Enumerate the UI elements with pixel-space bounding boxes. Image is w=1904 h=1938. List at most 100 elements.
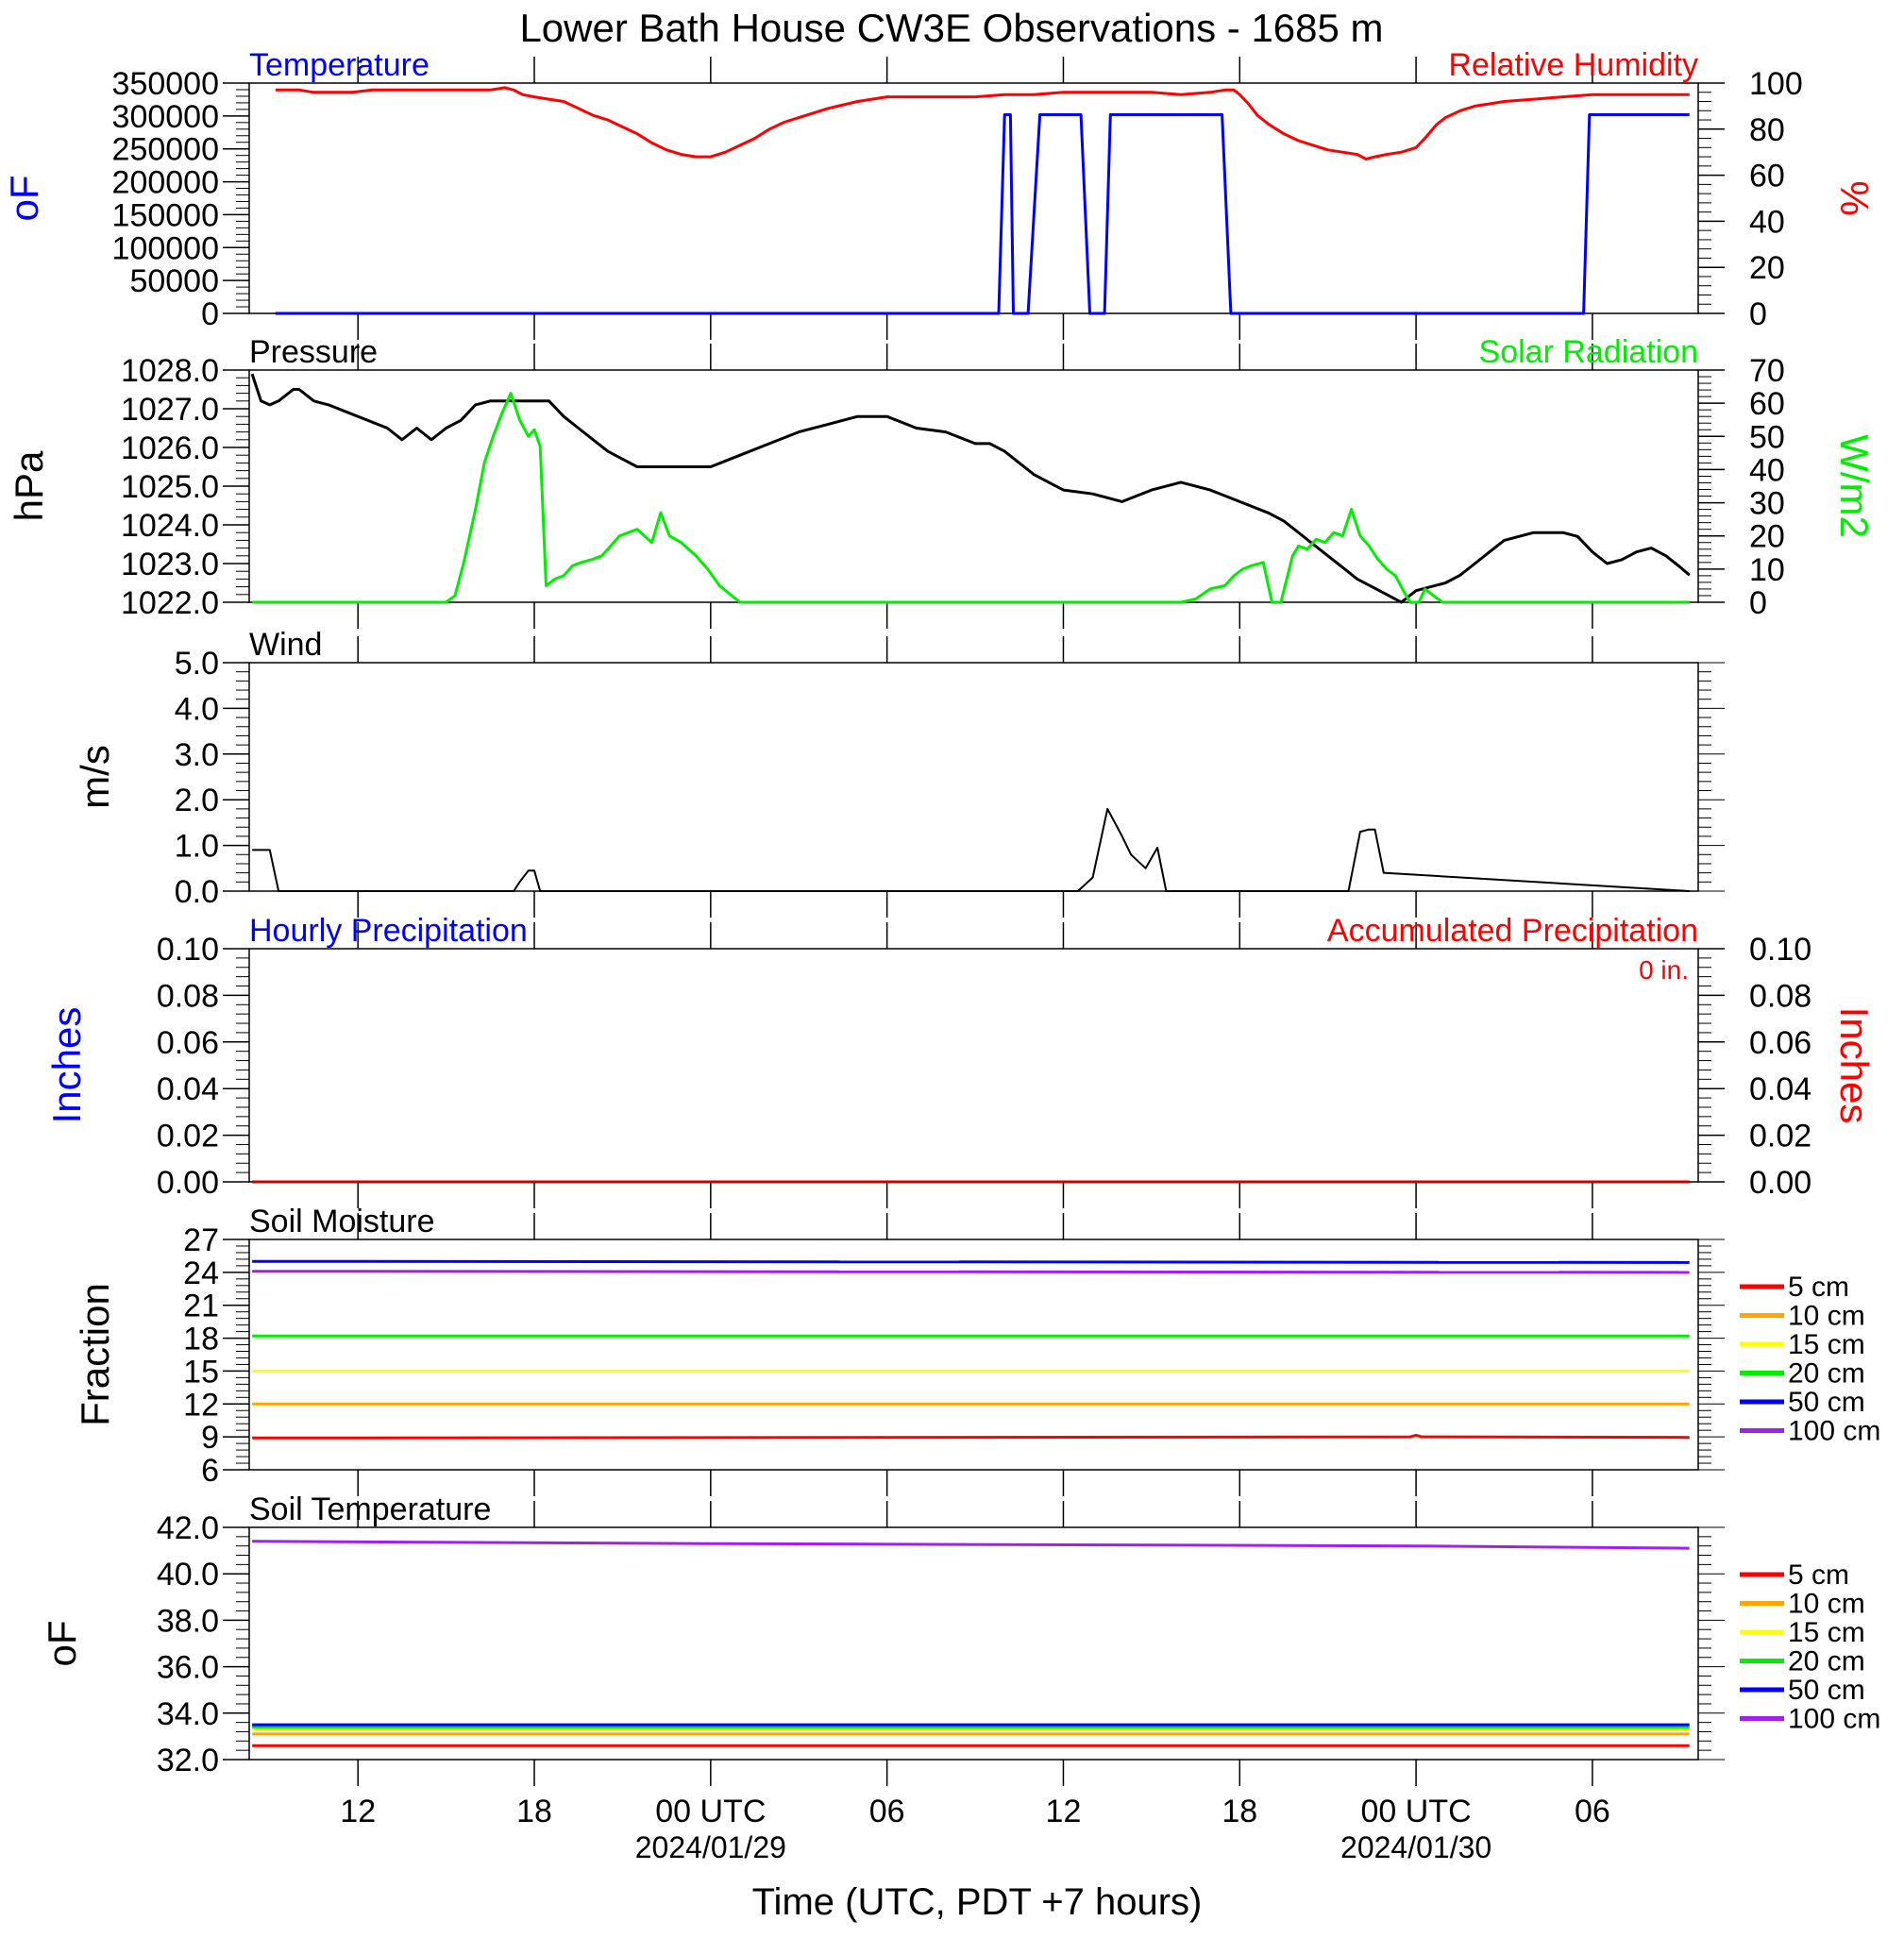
y-axis-label: oF bbox=[40, 1620, 84, 1666]
y-tick-label: 250000 bbox=[112, 132, 219, 168]
y-tick-label: 0 bbox=[201, 296, 219, 332]
y2-tick-label: 0.08 bbox=[1749, 978, 1811, 1014]
panel-title-right: Relative Humidity bbox=[1448, 47, 1698, 83]
x-axis-title: Time (UTC, PDT +7 hours) bbox=[752, 1881, 1203, 1923]
y-tick-label: 1.0 bbox=[175, 829, 219, 865]
legend-label: 15 cm bbox=[1788, 1329, 1865, 1360]
y-tick-label: 38.0 bbox=[157, 1603, 219, 1639]
y2-tick-label: 0 bbox=[1749, 296, 1767, 332]
y-axis-label: Fraction bbox=[73, 1283, 117, 1426]
y2-axis-label: Inches bbox=[1832, 1007, 1877, 1124]
y2-tick-label: 40 bbox=[1749, 452, 1785, 488]
x-tick-label: 12 bbox=[340, 1794, 376, 1829]
y-tick-label: 4.0 bbox=[175, 691, 219, 727]
y2-tick-label: 60 bbox=[1749, 386, 1785, 422]
y-axis-label: Inches bbox=[44, 1007, 89, 1124]
y2-tick-label: 50 bbox=[1749, 419, 1785, 455]
panel-title-left: Hourly Precipitation bbox=[249, 913, 528, 949]
y-tick-label: 12 bbox=[183, 1387, 219, 1423]
y-tick-label: 40.0 bbox=[157, 1557, 219, 1593]
y-tick-label: 300000 bbox=[112, 99, 219, 135]
y-tick-label: 0.00 bbox=[157, 1165, 219, 1201]
plot-frame bbox=[248, 82, 1699, 314]
plot-frame bbox=[248, 948, 1699, 1183]
series-line-left bbox=[252, 807, 1690, 892]
y-tick-label: 200000 bbox=[112, 165, 219, 201]
series-line-50cm bbox=[252, 1259, 1690, 1264]
panel-soil-temperature: 32.0 34.0 36.0 38.0 40.0 42.0 Soil Temperature… bbox=[40, 1491, 1880, 1786]
plot-frame bbox=[248, 1239, 1699, 1471]
y-tick-label: 6 bbox=[201, 1453, 219, 1489]
panel-title-left: Soil Moisture bbox=[249, 1204, 435, 1239]
y-tick-label: 15 bbox=[183, 1354, 219, 1390]
y2-tick-label: 30 bbox=[1749, 486, 1785, 522]
panel-title-left: Pressure bbox=[249, 334, 378, 370]
y-tick-label: 1023.0 bbox=[121, 547, 219, 582]
panel-temperature-humidity: 0500001000001500002000002500003000003500… bbox=[2, 47, 1877, 340]
panel-title-left: Soil Temperature bbox=[249, 1491, 491, 1527]
y-tick-label: 24 bbox=[183, 1255, 219, 1291]
x-tick-label: 18 bbox=[1222, 1794, 1257, 1829]
legend-label: 5 cm bbox=[1788, 1559, 1849, 1591]
y2-tick-label: 0.10 bbox=[1749, 932, 1811, 968]
y-tick-label: 0.10 bbox=[157, 932, 219, 968]
y-tick-label: 0.02 bbox=[157, 1119, 219, 1154]
panel-title-left: Temperature bbox=[249, 47, 430, 83]
panel-title-right: Accumulated Precipitation bbox=[1327, 913, 1698, 949]
legend-label: 100 cm bbox=[1788, 1704, 1880, 1735]
y2-tick-label: 70 bbox=[1749, 353, 1785, 389]
panels: 0500001000001500002000002500003000003500… bbox=[2, 47, 1880, 1786]
x-tick-label: 12 bbox=[1046, 1794, 1082, 1829]
y-tick-label: 18 bbox=[183, 1322, 219, 1357]
y-axis-label: m/s bbox=[73, 745, 117, 809]
y2-tick-label: 0.04 bbox=[1749, 1071, 1811, 1107]
x-tick-date: 2024/01/30 bbox=[1340, 1830, 1491, 1864]
legend-label: 5 cm bbox=[1788, 1272, 1849, 1303]
legend-label: 20 cm bbox=[1788, 1646, 1865, 1677]
y-tick-label: 1026.0 bbox=[121, 430, 219, 466]
x-tick-label: 06 bbox=[1575, 1794, 1610, 1829]
y-tick-label: 42.0 bbox=[157, 1510, 219, 1546]
plot-frame bbox=[248, 369, 1699, 603]
y-tick-label: 1028.0 bbox=[121, 353, 219, 389]
series-line-right bbox=[276, 86, 1690, 160]
y-tick-label: 34.0 bbox=[157, 1696, 219, 1732]
plot-frame bbox=[248, 1526, 1699, 1761]
y-tick-label: 350000 bbox=[112, 66, 219, 102]
panel-title-right: Solar Radiation bbox=[1479, 334, 1698, 370]
series-line-right bbox=[252, 392, 1690, 604]
y-tick-label: 0.04 bbox=[157, 1071, 219, 1107]
y2-axis-label: W/m2 bbox=[1832, 434, 1877, 538]
y-tick-label: 1022.0 bbox=[121, 585, 219, 621]
series-line-left bbox=[250, 373, 1691, 604]
series-line-100cm bbox=[252, 1540, 1690, 1550]
x-tick-date: 2024/01/29 bbox=[635, 1830, 786, 1864]
y2-tick-label: 0.00 bbox=[1749, 1165, 1811, 1201]
y-tick-label: 36.0 bbox=[157, 1650, 219, 1686]
y-tick-label: 0.08 bbox=[157, 978, 219, 1014]
y2-tick-label: 20 bbox=[1749, 519, 1785, 555]
y-tick-label: 3.0 bbox=[175, 737, 219, 773]
chart-title: Lower Bath House CW3E Observations - 168… bbox=[519, 6, 1383, 50]
y2-tick-label: 0 bbox=[1749, 585, 1767, 621]
y-tick-label: 27 bbox=[183, 1222, 219, 1258]
y-axis-label: oF bbox=[2, 175, 46, 221]
y-tick-label: 1027.0 bbox=[121, 392, 219, 428]
panel-pressure-solar: 1022.01023.01024.01025.01026.01027.01028… bbox=[7, 334, 1877, 629]
y-tick-label: 32.0 bbox=[157, 1743, 219, 1778]
y2-tick-label: 40 bbox=[1749, 204, 1785, 240]
y2-tick-label: 60 bbox=[1749, 159, 1785, 194]
series-line-left bbox=[276, 113, 1690, 315]
y-axis-label: hPa bbox=[7, 450, 51, 521]
y-tick-label: 1024.0 bbox=[121, 508, 219, 544]
y-tick-label: 2.0 bbox=[175, 783, 219, 818]
y-tick-label: 0.06 bbox=[157, 1025, 219, 1061]
y2-tick-label: 0.06 bbox=[1749, 1025, 1811, 1061]
legend-label: 100 cm bbox=[1788, 1416, 1880, 1447]
legend-label: 15 cm bbox=[1788, 1617, 1865, 1648]
